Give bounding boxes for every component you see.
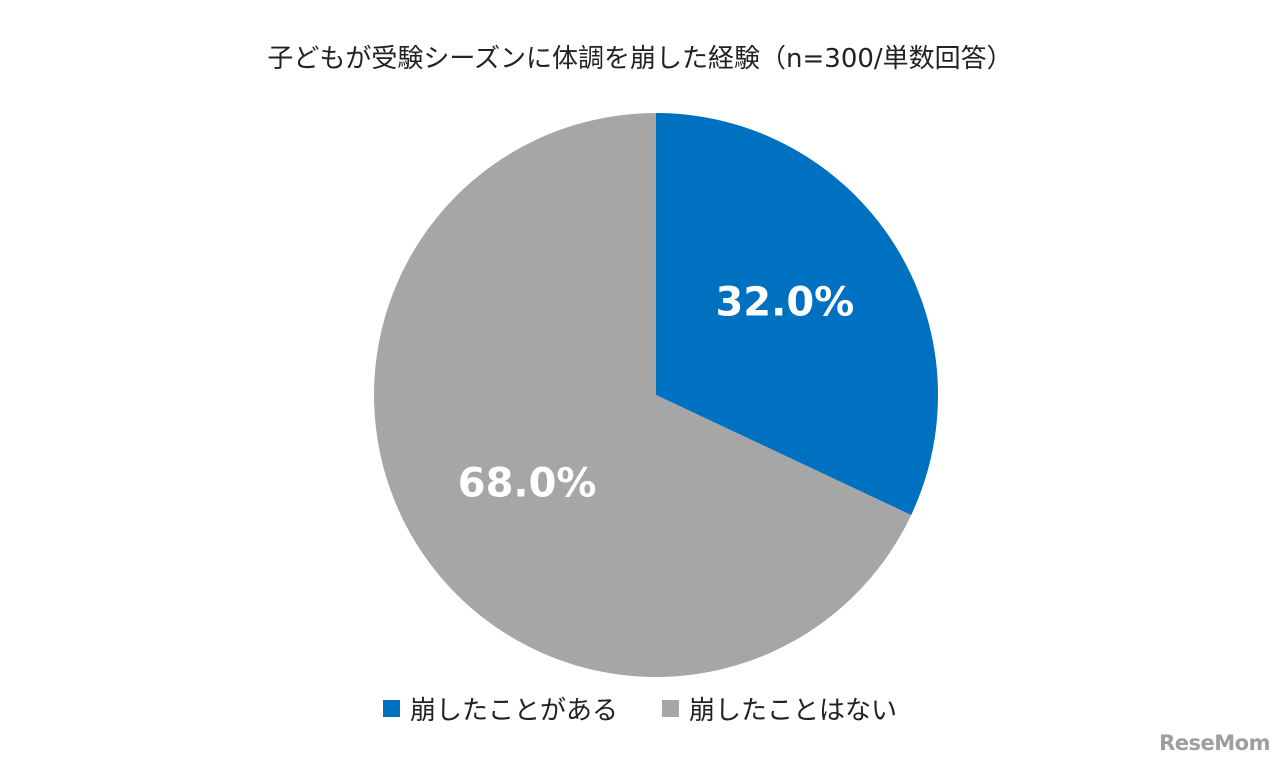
data-label-no: 68.0% [458,461,597,507]
legend-swatch-yes [382,700,400,717]
pie-slice-yes [656,113,938,516]
legend-label-yes: 崩したことがある [409,696,618,726]
legend-swatch-no [662,700,679,717]
legend-item-no: 崩したことはない [662,690,897,727]
legend-item-yes: 崩したことがある [382,690,618,727]
legend-label-no: 崩したことはない [689,696,898,726]
pie-slice-no [374,112,912,677]
resemom-logo: ReseMom [1159,731,1270,755]
chart-legend: 崩したことがある 崩したことはない [0,690,1280,727]
data-label-yes: 32.0% [715,279,854,325]
chart-title: 子どもが受験シーズンに体調を崩した経験（n=300/単数回答） [267,44,1013,74]
